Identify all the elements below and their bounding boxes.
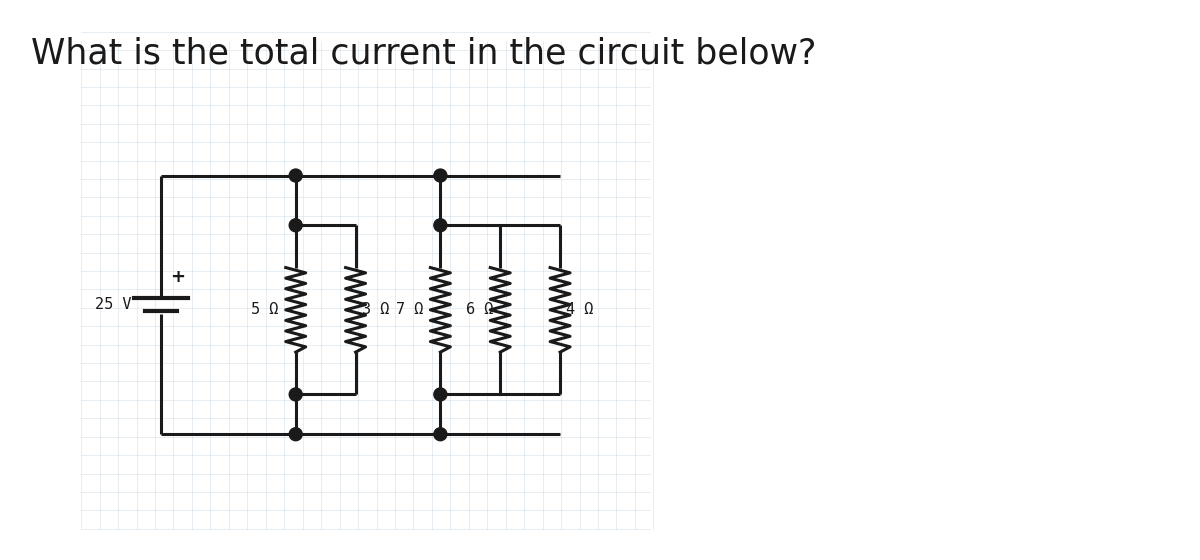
Circle shape — [434, 428, 446, 441]
Text: 5 Ω: 5 Ω — [251, 302, 278, 318]
Text: 6 Ω: 6 Ω — [466, 302, 493, 318]
Text: 25 V: 25 V — [95, 297, 131, 312]
Circle shape — [434, 219, 446, 232]
Circle shape — [289, 219, 302, 232]
Circle shape — [289, 388, 302, 401]
Circle shape — [289, 169, 302, 182]
Circle shape — [434, 388, 446, 401]
Circle shape — [434, 169, 446, 182]
Text: 4 Ω: 4 Ω — [566, 302, 594, 318]
Text: 3 Ω: 3 Ω — [361, 302, 389, 318]
Text: 7 Ω: 7 Ω — [396, 302, 424, 318]
Text: What is the total current in the circuit below?: What is the total current in the circuit… — [31, 36, 817, 70]
Circle shape — [289, 428, 302, 441]
Text: +: + — [170, 268, 186, 286]
